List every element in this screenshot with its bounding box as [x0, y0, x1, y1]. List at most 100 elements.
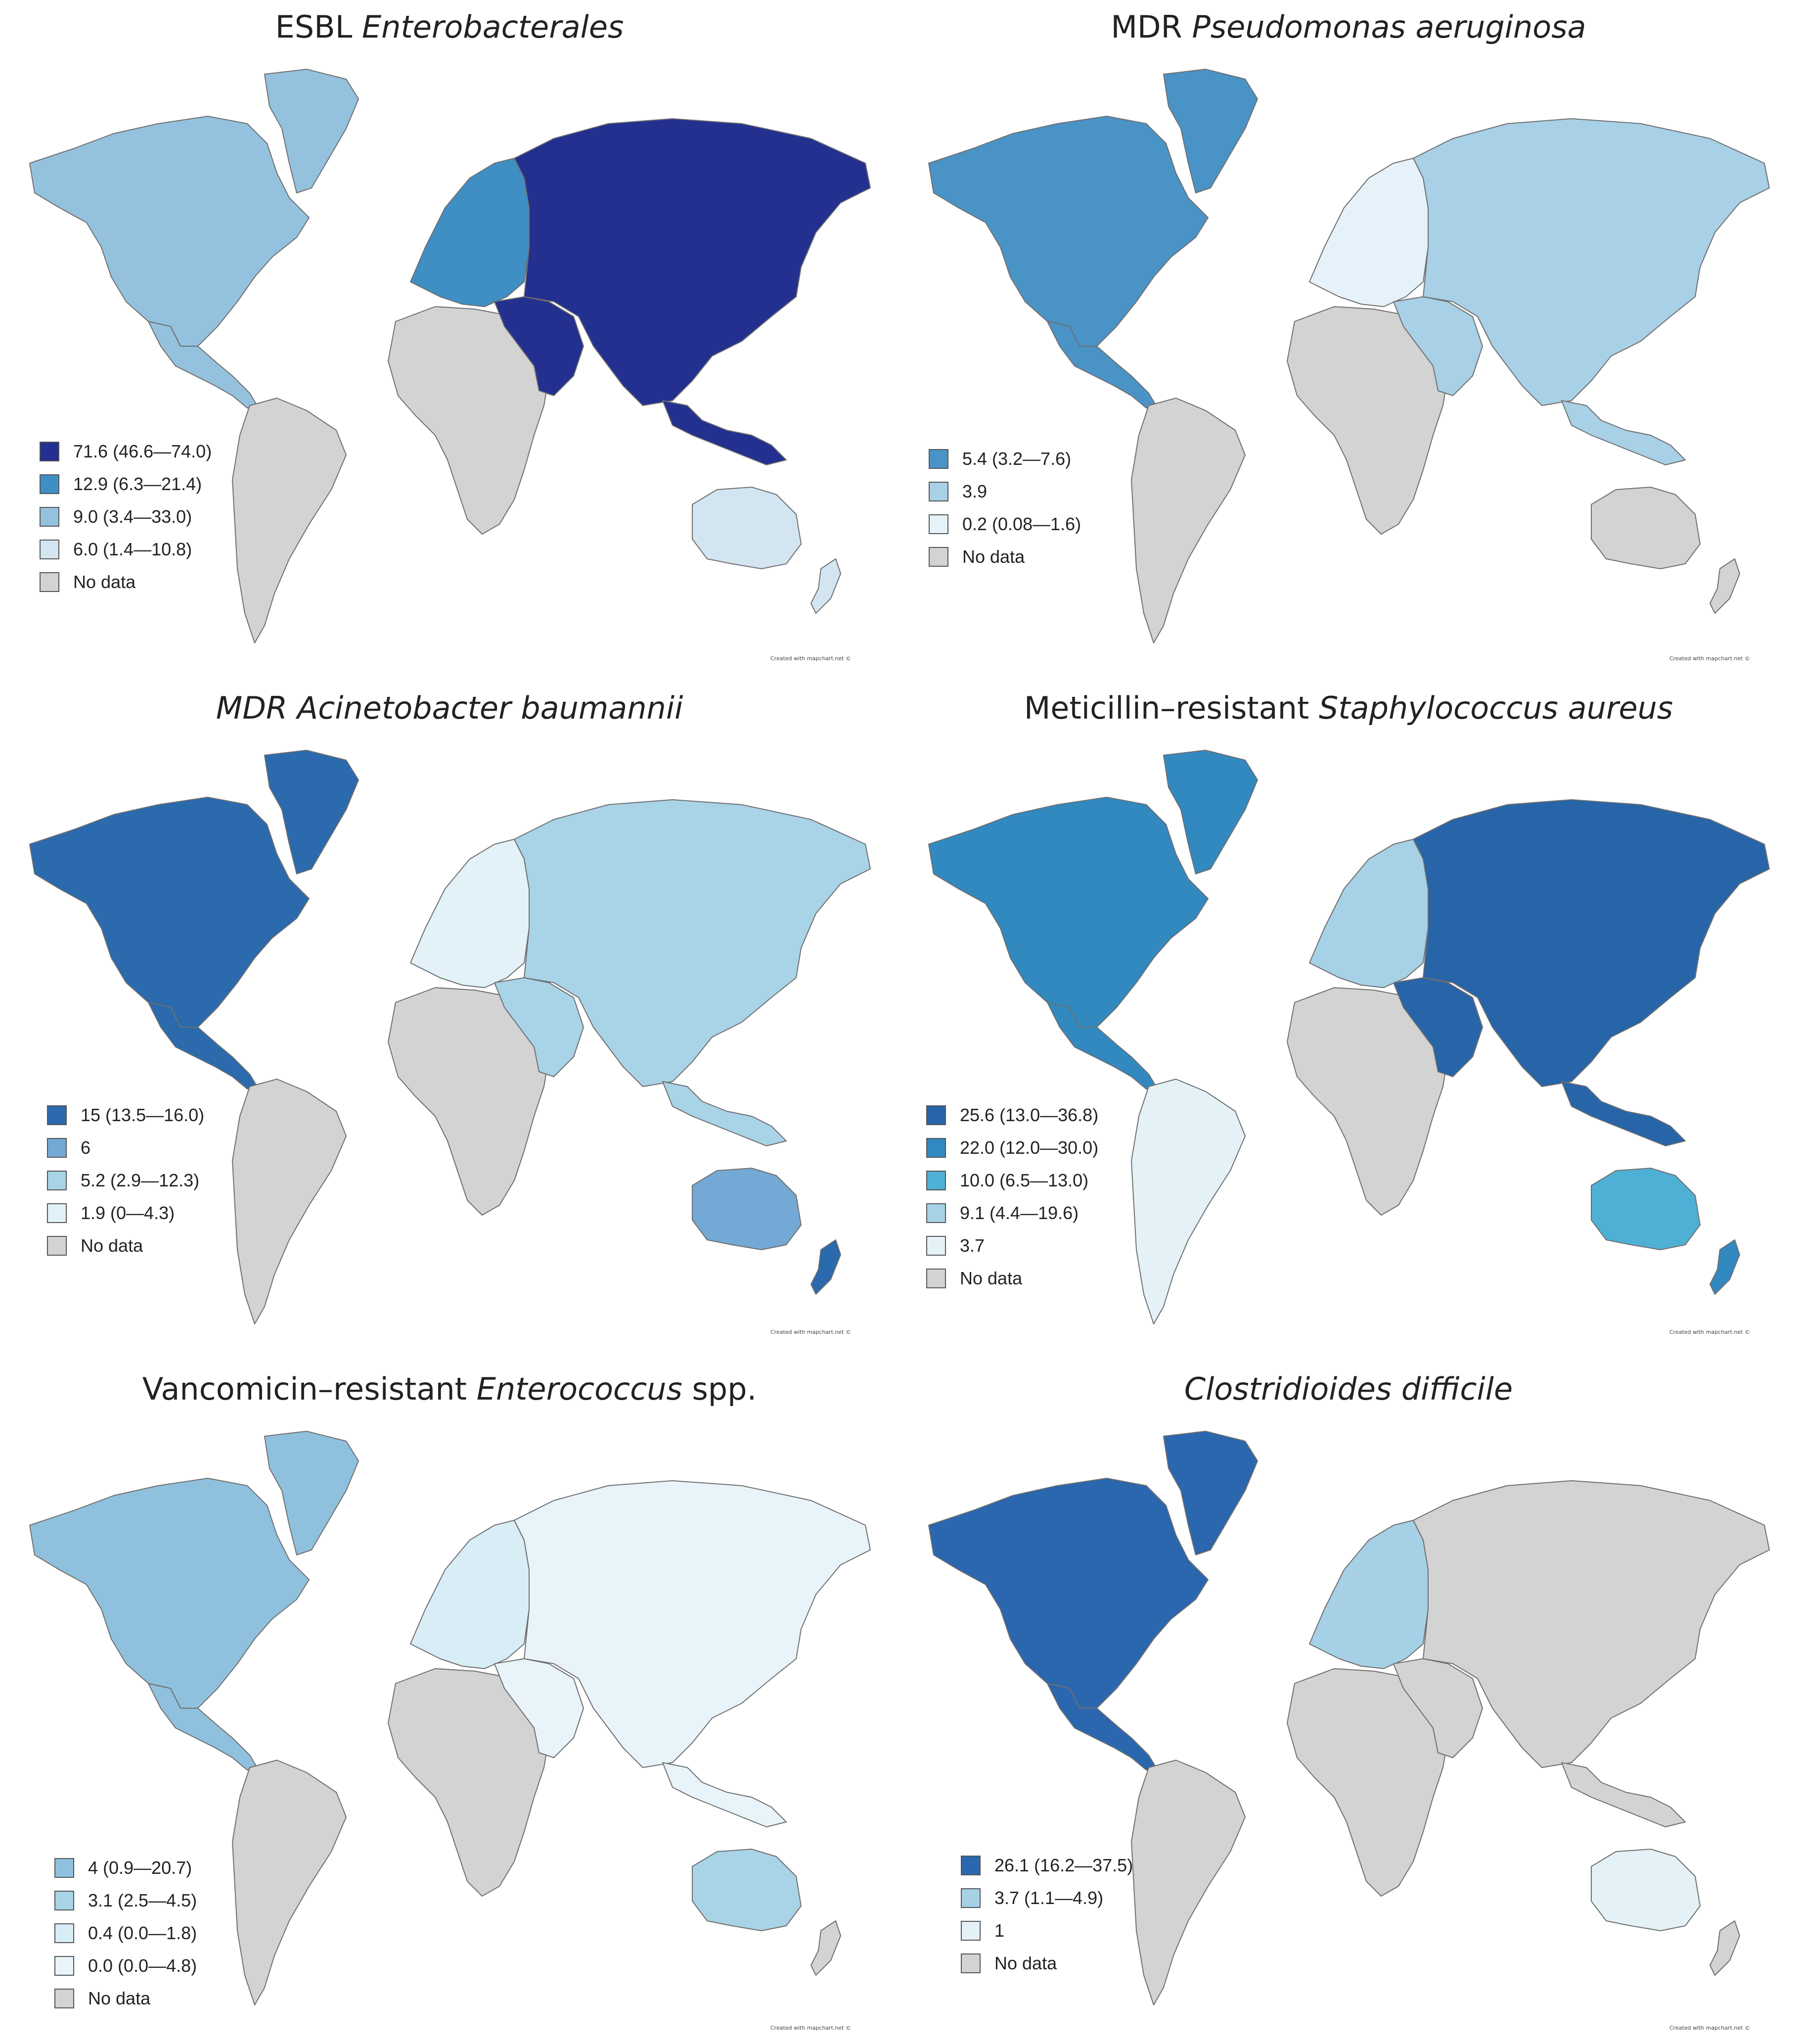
legend-label: 9.0 (3.4—33.0): [73, 506, 192, 527]
legend-swatch: [47, 1203, 67, 1223]
legend-item: No data: [961, 1947, 1133, 1980]
legend-swatch: [54, 1891, 74, 1910]
legend-item: 3.1 (2.5—4.5): [54, 1884, 197, 1917]
title-organism: Clostridioides difficile: [1184, 1371, 1513, 1407]
region-middle-east: [494, 977, 584, 1077]
legend-label: 3.7 (1.1—4.9): [994, 1888, 1104, 1908]
region-europe: [1309, 158, 1429, 307]
region-middle-east: [1393, 296, 1483, 396]
legend: 5.4 (3.2—7.6) 3.9 0.2 (0.08—1.6) No data: [929, 443, 1081, 573]
region-europe: [410, 158, 530, 307]
legend-item: 6: [47, 1132, 204, 1164]
region-asia: [514, 799, 871, 1087]
legend-item: 3.7: [926, 1229, 1098, 1262]
region-australia: [692, 1849, 802, 1931]
region-new-zealand: [1709, 1239, 1740, 1295]
region-new-zealand: [810, 1920, 841, 1976]
legend-label: 3.1 (2.5—4.5): [88, 1890, 197, 1910]
region-north-america: [928, 116, 1209, 347]
world-map: [29, 750, 871, 1324]
legend-swatch: [929, 514, 948, 534]
title-organism: MDR Acinetobacter baumannii: [216, 690, 683, 726]
legend-label: 1.9 (0—4.3): [81, 1203, 175, 1223]
legend-item: 22.0 (12.0—30.0): [926, 1132, 1098, 1164]
region-north-america: [928, 1478, 1209, 1709]
region-south-america: [232, 1079, 347, 1324]
region-australia: [692, 1168, 802, 1250]
legend-swatch: [929, 547, 948, 567]
legend-swatch: [926, 1138, 946, 1158]
region-middle-east: [1393, 1658, 1483, 1758]
region-south-america: [1131, 398, 1246, 643]
legend-item: 5.2 (2.9—12.3): [47, 1164, 204, 1197]
credit-text: Created with mapchart.net ©: [1669, 655, 1750, 662]
legend-item: 1.9 (0—4.3): [47, 1197, 204, 1229]
legend-swatch: [40, 540, 59, 559]
legend-swatch: [926, 1236, 946, 1256]
region-north-america: [928, 797, 1209, 1028]
region-europe: [410, 839, 530, 988]
legend: 15 (13.5—16.0) 6 5.2 (2.9—12.3) 1.9 (0—4.3)…: [47, 1099, 204, 1262]
credit-text: Created with mapchart.net ©: [770, 2025, 851, 2031]
region-south-america: [1131, 1079, 1246, 1324]
legend-swatch: [54, 1923, 74, 1943]
panel-title: MDR Acinetobacter baumannii: [0, 690, 899, 726]
region-middle-east: [494, 1658, 584, 1758]
region-southeast-asia: [1561, 400, 1686, 465]
region-southeast-asia: [1561, 1762, 1686, 1827]
legend-label: 25.6 (13.0—36.8): [960, 1105, 1099, 1125]
legend-swatch: [961, 1953, 981, 1973]
legend: 71.6 (46.6—74.0) 12.9 (6.3—21.4) 9.0 (3.4—…: [40, 435, 212, 598]
region-southeast-asia: [662, 1762, 787, 1827]
legend-item: 15 (13.5—16.0): [47, 1099, 204, 1132]
legend-item: No data: [929, 541, 1081, 573]
panel-title: ESBL Enterobacterales: [0, 9, 899, 45]
region-north-america: [29, 797, 310, 1028]
legend-item: 0.0 (0.0—4.8): [54, 1950, 197, 1982]
legend-swatch: [40, 442, 59, 461]
legend-swatch: [40, 572, 59, 592]
title-organism: Enterobacterales: [361, 9, 624, 45]
legend-item: 26.1 (16.2—37.5): [961, 1849, 1133, 1882]
region-greenland: [264, 1431, 359, 1555]
legend-swatch: [47, 1105, 67, 1125]
legend-item: 5.4 (3.2—7.6): [929, 443, 1081, 475]
legend-item: 3.7 (1.1—4.9): [961, 1882, 1133, 1914]
legend-label: 15 (13.5—16.0): [81, 1105, 205, 1125]
title-prefix: MDR: [1111, 9, 1192, 45]
legend-swatch: [926, 1105, 946, 1125]
region-middle-east: [494, 296, 584, 396]
legend: 4 (0.9—20.7) 3.1 (2.5—4.5) 0.4 (0.0—1.8) 0.…: [54, 1852, 197, 2015]
region-greenland: [1163, 69, 1258, 193]
title-prefix: Vancomicin–resistant: [142, 1371, 477, 1407]
legend-swatch: [926, 1203, 946, 1223]
world-map: [928, 750, 1770, 1324]
title-organism: Staphylococcus aureus: [1319, 690, 1673, 726]
panel-title: Meticillin–resistant Staphylococcus aure…: [899, 690, 1798, 726]
map-panel-mrsa: Meticillin–resistant Staphylococcus aure…: [899, 681, 1798, 1362]
region-new-zealand: [1709, 558, 1740, 614]
legend-label: 6.0 (1.4—10.8): [73, 539, 192, 559]
region-europe: [410, 1520, 530, 1669]
world-map: [928, 1431, 1770, 2005]
legend-swatch: [961, 1921, 981, 1941]
region-australia: [1591, 1168, 1701, 1250]
legend-swatch: [961, 1888, 981, 1908]
legend-label: 0.0 (0.0—4.8): [88, 1955, 197, 1976]
legend: 26.1 (16.2—37.5) 3.7 (1.1—4.9) 1 No data: [961, 1849, 1133, 1980]
region-middle-east: [1393, 977, 1483, 1077]
region-asia: [514, 1480, 871, 1768]
legend-item: 3.9: [929, 475, 1081, 508]
legend-item: No data: [47, 1229, 204, 1262]
legend-item: 25.6 (13.0—36.8): [926, 1099, 1098, 1132]
world-map: [29, 1431, 871, 2005]
legend-item: No data: [926, 1262, 1098, 1295]
region-southeast-asia: [662, 400, 787, 465]
title-organism: Pseudomonas aeruginosa: [1192, 9, 1586, 45]
legend-label: 0.2 (0.08—1.6): [962, 514, 1081, 534]
legend-label: 3.9: [962, 481, 988, 501]
credit-text: Created with mapchart.net ©: [770, 655, 851, 662]
legend: 25.6 (13.0—36.8) 22.0 (12.0—30.0) 10.0 (6.…: [926, 1099, 1098, 1295]
legend-swatch: [929, 449, 948, 469]
legend-item: 9.0 (3.4—33.0): [40, 500, 212, 533]
